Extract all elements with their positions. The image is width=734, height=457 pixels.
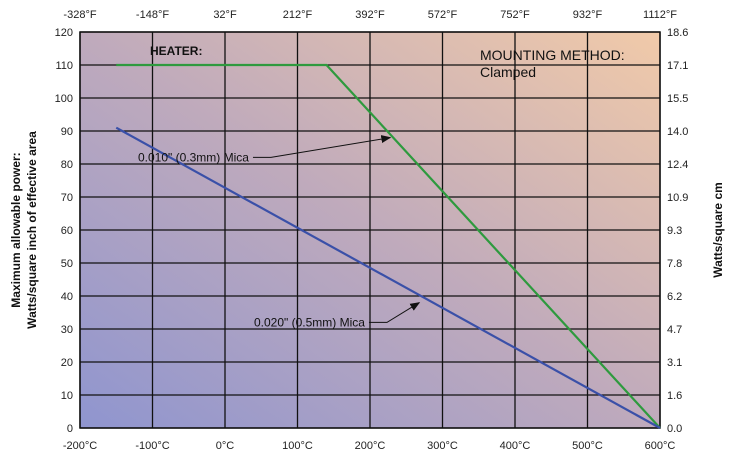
- x-bottom-tick-label: 400°C: [500, 440, 531, 452]
- x-top-tick-label: 212°F: [283, 9, 313, 21]
- heater-label: HEATER:: [150, 44, 202, 58]
- y-right-tick-label: 18.6: [667, 27, 688, 39]
- y-right-tick-label: 15.5: [667, 93, 688, 105]
- mounting-method-value: Clamped: [480, 64, 536, 80]
- y-left-tick-label: 10: [61, 390, 73, 402]
- y-left-tick-label: 90: [61, 126, 73, 138]
- x-bottom-tick-label: -100°C: [135, 440, 169, 452]
- y-left-tick-labels: 0 10 20 30 40 50 60 70 80 90 100 110 120: [55, 27, 73, 435]
- y-right-tick-label: 4.7: [667, 324, 682, 336]
- x-top-tick-labels: -328°F -148°F 32°F 212°F 392°F 572°F 752°F 932°…: [63, 9, 677, 21]
- series-annotation-arrow: [252, 135, 392, 158]
- y-right-tick-label: 17.1: [667, 60, 688, 72]
- x-top-tick-label: 392°F: [355, 9, 385, 21]
- y-right-tick-label: 3.1: [667, 357, 682, 369]
- y-left-tick-label: 30: [61, 324, 73, 336]
- x-bottom-tick-label: 600°C: [645, 440, 676, 452]
- series-annotation-arrow: [368, 302, 421, 323]
- y-right-tick-label: 7.8: [667, 258, 682, 270]
- y-left-tick-label: 120: [55, 27, 73, 39]
- y-left-tick-label: 40: [61, 291, 73, 303]
- series-layer: [115, 63, 661, 429]
- mounting-method-label: MOUNTING METHOD:: [480, 47, 625, 63]
- y-left-tick-label: 60: [61, 225, 73, 237]
- y-right-tick-label: 6.2: [667, 291, 682, 303]
- x-top-tick-label: 32°F: [213, 9, 237, 21]
- y-left-tick-label: 110: [55, 60, 73, 72]
- x-bottom-tick-label: 0°C: [216, 440, 235, 452]
- x-bottom-tick-label: -200°C: [63, 440, 97, 452]
- x-top-tick-label: 752°F: [500, 9, 530, 21]
- x-top-tick-label: -328°F: [63, 9, 96, 21]
- x-bottom-tick-label: 300°C: [427, 440, 458, 452]
- x-top-tick-label: 1112°F: [643, 9, 677, 21]
- y-right-axis-title: Watts/square cm: [711, 182, 725, 278]
- y-left-axis-title-line2: Watts/square inch of effective area: [25, 131, 39, 329]
- y-right-tick-label: 10.9: [667, 192, 688, 204]
- y-left-tick-label: 100: [55, 93, 73, 105]
- y-right-tick-label: 0.0: [667, 423, 682, 435]
- x-top-tick-label: -148°F: [136, 9, 169, 21]
- x-bottom-tick-label: 100°C: [282, 440, 313, 452]
- y-left-axis-title-line1: Maximum allowable power:: [9, 152, 23, 307]
- y-left-tick-label: 70: [61, 192, 73, 204]
- y-left-tick-label: 20: [61, 357, 73, 369]
- y-left-tick-label: 80: [61, 159, 73, 171]
- y-right-tick-label: 9.3: [667, 225, 682, 237]
- y-left-tick-label: 50: [61, 258, 73, 270]
- y-right-tick-labels: 0.0 1.6 3.1 4.7 6.2 7.8 9.3 10.9 12.4 14.0 15.5 17.…: [667, 27, 688, 435]
- x-bottom-tick-label: 500°C: [572, 440, 603, 452]
- x-bottom-tick-labels: -200°C -100°C 0°C 100°C 200°C 300°C 400°C 500°C…: [63, 440, 676, 452]
- annotation-layer: 0.010" (0.3mm) Mica 0.020" (0.5mm) Mica: [138, 135, 421, 329]
- series-line-mica-0-3mm: [116, 63, 661, 429]
- x-top-tick-label: 932°F: [573, 9, 603, 21]
- y-right-tick-label: 12.4: [667, 159, 688, 171]
- y-right-tick-label: 1.6: [667, 390, 682, 402]
- y-right-tick-label: 14.0: [667, 126, 688, 138]
- series-line-mica-0-5mm: [115, 126, 661, 429]
- series-annotation-label: 0.020" (0.5mm) Mica: [254, 315, 365, 329]
- plot-border: [79, 31, 661, 429]
- x-bottom-tick-label: 200°C: [355, 440, 386, 452]
- series-annotation-label: 0.010" (0.3mm) Mica: [138, 150, 249, 164]
- y-left-tick-label: 0: [67, 423, 73, 435]
- x-top-tick-label: 572°F: [428, 9, 458, 21]
